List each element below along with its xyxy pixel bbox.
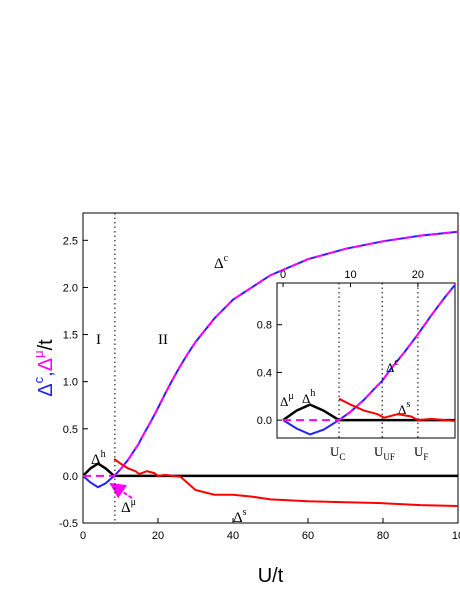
series-line — [338, 397, 455, 423]
annotation: Δh — [91, 449, 106, 468]
annotation: II — [158, 332, 168, 348]
annotation-text: Δ — [91, 452, 101, 468]
annotation: Δh — [302, 388, 315, 406]
annotation: Δs — [233, 507, 247, 526]
annotation-text: Δ — [398, 402, 406, 417]
annotation: UUF — [374, 444, 395, 462]
annotation-sup: s — [406, 399, 410, 410]
annotation-text: U — [330, 444, 340, 459]
y-tick-label: 2.0 — [63, 282, 78, 294]
plot-frame — [82, 212, 459, 524]
annotation-text: Δ — [302, 391, 310, 406]
series-group — [282, 283, 455, 436]
y-tick-label: 0.5 — [63, 424, 78, 436]
x-tick-label: 0 — [280, 269, 286, 281]
y-axis-label-part: Δ — [35, 358, 57, 371]
y-axis-label-part: c — [31, 376, 46, 383]
annotation-text: Δ — [233, 510, 243, 526]
inset-frame — [276, 282, 456, 439]
series-group — [83, 230, 458, 507]
annotation-sup: μ — [131, 497, 136, 508]
annotation-sup: s — [243, 507, 247, 518]
arrow — [109, 482, 133, 499]
x-axis-label: U/t — [258, 565, 284, 587]
x-tick-label: 10 — [452, 530, 460, 542]
y-axis-label-part: Δ — [35, 383, 57, 396]
y-tick-label: 2.5 — [63, 235, 78, 247]
series-line — [283, 283, 455, 422]
annotation-sub: F — [423, 452, 428, 462]
annotation-text: Δ — [121, 500, 131, 516]
annotation: I — [96, 332, 101, 348]
y-axis-label-part: /t — [35, 339, 57, 351]
x-tick-label: 20 — [412, 269, 424, 281]
x-tick-label: 0 — [80, 530, 86, 542]
y-tick-label: 0.4 — [257, 367, 272, 379]
annotation: Δc — [386, 357, 399, 375]
annotation: UF — [414, 444, 428, 462]
annotation-sub: C — [339, 452, 345, 462]
annotation-text: Δ — [280, 394, 288, 409]
annotation-text: I — [96, 332, 101, 348]
annotation-sup: h — [310, 388, 315, 399]
annotation-sup: c — [394, 357, 399, 368]
series-line — [113, 458, 458, 507]
y-tick-label: 1.0 — [63, 377, 78, 389]
y-axis-label: Δc,Δμ/t — [31, 339, 57, 397]
x-tick-label: 20 — [152, 530, 164, 542]
y-axis-label-part: μ — [31, 350, 46, 358]
y-tick-label: -0.5 — [59, 518, 78, 530]
y-tick-label: 1.5 — [63, 330, 78, 342]
y-tick-label: 0.8 — [257, 320, 272, 332]
annotation-sup: μ — [288, 391, 293, 402]
annotation-text: Δ — [386, 360, 394, 375]
y-axis-label-part: , — [35, 371, 57, 377]
series-line — [83, 230, 458, 477]
annotation: Δs — [398, 399, 410, 417]
y-tick-label: 0.0 — [257, 415, 272, 427]
annotation-sub: UF — [383, 452, 395, 462]
x-tick-label: 10 — [344, 269, 356, 281]
annotation: Δμ — [280, 391, 294, 409]
x-tick-label: 80 — [377, 530, 389, 542]
x-tick-label: 60 — [302, 530, 314, 542]
annotation-text: U — [374, 444, 384, 459]
annotation-text: Δ — [214, 256, 224, 272]
annotation: Δc — [214, 253, 229, 272]
annotation-sup: c — [224, 253, 229, 264]
y-tick-label: 0.0 — [63, 471, 78, 483]
annotation: UC — [330, 444, 345, 462]
annotation: Δμ — [121, 497, 136, 516]
annotation-sup: h — [101, 449, 106, 460]
annotation-text: U — [414, 444, 424, 459]
x-tick-label: 40 — [227, 530, 239, 542]
annotation-text: II — [158, 332, 168, 348]
